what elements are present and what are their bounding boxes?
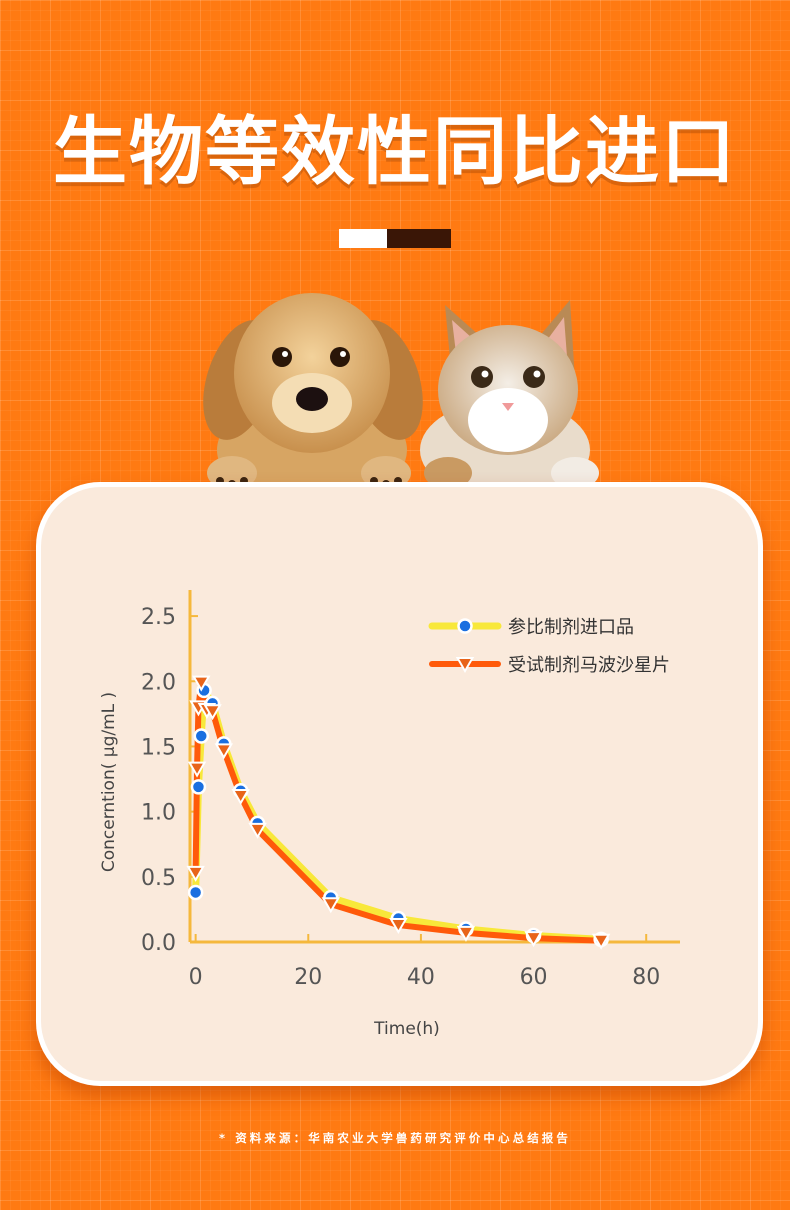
x-axis-label: Time(h) (373, 1019, 440, 1039)
series-line-reference (192, 686, 605, 943)
legend-label-test: 受试制剂马波沙星片 (508, 655, 670, 676)
data-point-test (187, 761, 207, 778)
series-line-test (192, 679, 605, 944)
data-point-test (455, 657, 475, 674)
data-point-test (203, 704, 222, 721)
y-tick-label: 1.0 (141, 801, 176, 826)
divider-light-segment (339, 229, 387, 248)
data-point-test (524, 931, 543, 948)
y-tick-label: 2.0 (141, 670, 176, 695)
data-point-test (192, 675, 211, 692)
x-tick-label: 40 (407, 965, 435, 990)
data-point-test (456, 925, 476, 942)
x-tick-label: 80 (632, 965, 660, 990)
data-point-test (591, 933, 611, 950)
y-axis-label: Concerntion( μg/mL ) (99, 692, 119, 872)
data-point-reference (193, 728, 210, 744)
page-title: 生物等效性同比进口 (53, 109, 737, 195)
x-tick-label: 60 (520, 965, 548, 990)
data-point-test (214, 743, 234, 760)
x-tick-label: 0 (189, 965, 203, 990)
data-point-test (231, 788, 250, 805)
y-tick-label: 0.5 (141, 866, 176, 891)
chart-card (41, 487, 758, 1081)
legend-label-reference: 参比制剂进口品 (508, 617, 634, 638)
data-point-reference (190, 779, 207, 795)
y-tick-label: 0.0 (141, 931, 176, 956)
data-point-test (248, 822, 267, 839)
y-tick-label: 1.5 (141, 735, 176, 760)
data-point-reference (187, 884, 204, 901)
pets-illustration (203, 293, 599, 500)
title-divider (339, 229, 451, 248)
data-point-test (321, 897, 341, 914)
data-point-test (186, 865, 205, 882)
y-tick-label: 2.5 (141, 605, 176, 630)
pk-line-chart: 0 20 40 60 80 0.0 0.5 1.0 1.5 2.0 2.5 Time(h) Concer… (99, 590, 680, 1039)
kitten-image (420, 300, 599, 500)
data-point-reference (457, 618, 473, 634)
source-note: * 资料来源：华南农业大学兽药研究评价中心总结报告 (218, 1131, 571, 1145)
puppy-image (203, 293, 423, 500)
data-point-test (389, 918, 408, 935)
x-tick-label: 20 (294, 965, 322, 990)
divider-dark-segment (387, 229, 451, 248)
